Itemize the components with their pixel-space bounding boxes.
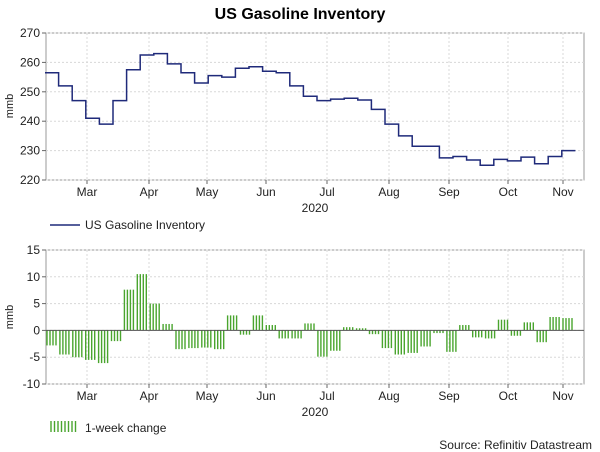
bar bbox=[265, 325, 276, 331]
bar bbox=[343, 327, 354, 331]
y-tick-label: 5 bbox=[33, 297, 40, 311]
bottom-plot-frame bbox=[45, 249, 585, 385]
bar bbox=[252, 315, 264, 331]
bar bbox=[201, 330, 212, 348]
bar bbox=[110, 330, 122, 342]
source-note: Source: Refinitiv Datastream bbox=[439, 438, 592, 452]
x-tick-label: Oct bbox=[499, 185, 518, 199]
chart-title: US Gasoline Inventory bbox=[215, 6, 386, 23]
bar bbox=[549, 317, 560, 331]
y-tick-label: 260 bbox=[20, 55, 40, 69]
y-tick-label: 240 bbox=[20, 114, 40, 128]
bar bbox=[394, 330, 405, 355]
x-tick-label: Mar bbox=[77, 185, 98, 199]
bar bbox=[136, 274, 148, 331]
y-tick-label: 270 bbox=[20, 26, 40, 40]
bottom-grid bbox=[46, 249, 584, 385]
inventory-legend-label: US Gasoline Inventory bbox=[85, 218, 205, 232]
bar bbox=[510, 330, 522, 336]
x-tick-label: Apr bbox=[140, 185, 159, 199]
y-tick-label: 10 bbox=[27, 270, 41, 284]
x-tick-label: Sep bbox=[438, 185, 460, 199]
bar bbox=[330, 330, 341, 351]
x-tick-label: May bbox=[196, 185, 219, 199]
bottom-y-axis-label: mmb bbox=[4, 305, 16, 329]
bar bbox=[317, 330, 328, 357]
weekly-change-legend-swatch bbox=[50, 421, 77, 432]
x-tick-label: Aug bbox=[378, 185, 399, 199]
y-tick-label: 15 bbox=[27, 243, 41, 257]
top-y-axis-label: mmb bbox=[4, 94, 16, 118]
bar bbox=[562, 318, 573, 331]
y-tick-label: 0 bbox=[33, 323, 40, 337]
x-tick-label: Jun bbox=[256, 389, 275, 403]
bar bbox=[304, 323, 315, 331]
bar bbox=[59, 330, 70, 355]
inventory-line bbox=[45, 52, 576, 167]
x-tick-label: Jul bbox=[319, 389, 334, 403]
bar bbox=[46, 330, 57, 346]
x-tick-label: Apr bbox=[140, 389, 159, 403]
bottom-y-ticks: -10 -5 0 5 10 15 bbox=[23, 243, 46, 391]
y-tick-label: -5 bbox=[29, 350, 40, 364]
top-year-label: 2020 bbox=[302, 201, 329, 215]
x-tick-label: Nov bbox=[552, 389, 573, 403]
x-tick-label: Sep bbox=[438, 389, 460, 403]
x-tick-label: May bbox=[196, 389, 219, 403]
bar bbox=[459, 325, 470, 331]
bar bbox=[484, 330, 496, 339]
top-grid bbox=[46, 32, 584, 181]
top-month-labels: Mar Apr May Jun Jul Aug Sep Oct Nov bbox=[77, 180, 574, 199]
y-tick-label: 230 bbox=[20, 144, 40, 158]
bar bbox=[162, 323, 173, 331]
x-tick-label: Mar bbox=[77, 389, 98, 403]
x-tick-label: Aug bbox=[378, 389, 399, 403]
top-y-ticks: 220 230 240 250 260 270 bbox=[20, 26, 46, 187]
top-chart: 220 230 240 250 260 270 Mar Apr May Jun Jul Aug Sep… bbox=[4, 26, 585, 232]
bar bbox=[407, 330, 418, 353]
weekly-change-bars bbox=[46, 274, 584, 364]
bar bbox=[188, 330, 199, 349]
bar bbox=[175, 330, 186, 350]
bar bbox=[72, 330, 83, 358]
bar bbox=[123, 289, 135, 331]
bar bbox=[472, 330, 483, 338]
y-tick-label: 250 bbox=[20, 85, 40, 99]
bar bbox=[523, 322, 534, 331]
top-plot-frame bbox=[45, 32, 585, 181]
bar bbox=[226, 315, 238, 331]
bar bbox=[420, 330, 431, 347]
bar bbox=[84, 330, 96, 360]
bar bbox=[497, 319, 509, 331]
x-tick-label: Jul bbox=[319, 185, 334, 199]
bar bbox=[239, 330, 251, 335]
bar bbox=[536, 330, 547, 343]
bottom-year-label: 2020 bbox=[302, 405, 329, 419]
y-tick-label: -10 bbox=[23, 377, 41, 391]
bar bbox=[97, 330, 109, 364]
bar bbox=[213, 330, 225, 350]
bottom-month-labels: Mar Apr May Jun Jul Aug Sep Oct Nov bbox=[77, 384, 574, 403]
bar bbox=[149, 303, 160, 331]
bar bbox=[291, 330, 302, 339]
x-tick-label: Oct bbox=[499, 389, 518, 403]
x-tick-label: Nov bbox=[552, 185, 573, 199]
bar bbox=[446, 330, 457, 352]
bar bbox=[278, 330, 289, 339]
y-tick-label: 220 bbox=[20, 173, 40, 187]
x-tick-label: Jun bbox=[256, 185, 275, 199]
weekly-change-legend-label: 1-week change bbox=[85, 421, 167, 435]
bar bbox=[381, 330, 393, 349]
bar bbox=[368, 330, 380, 335]
